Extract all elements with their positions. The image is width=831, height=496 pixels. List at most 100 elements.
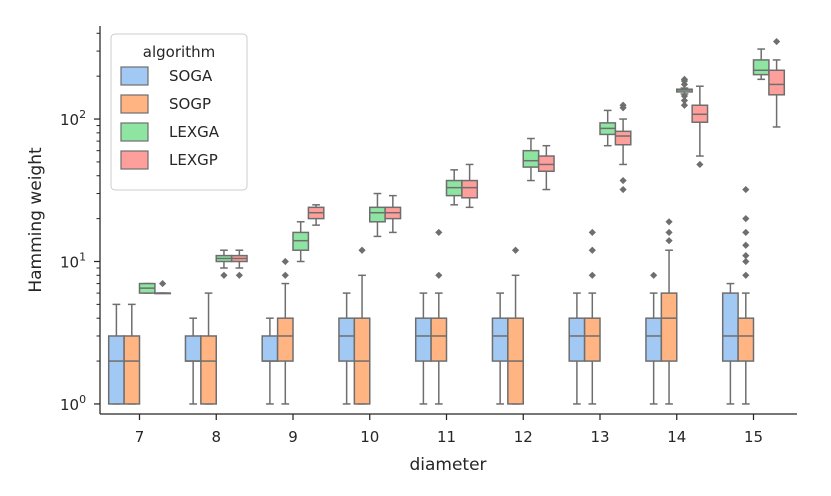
legend-label-soga: SOGA (169, 67, 213, 85)
box-lexgp-8 (230, 249, 248, 279)
outlier-point (773, 37, 781, 46)
box-iqr (645, 317, 663, 362)
x-tick-label: 11 (437, 428, 456, 446)
box-soga-15 (721, 282, 739, 405)
box-lexgp-7 (154, 279, 172, 295)
outlier-point (235, 271, 243, 279)
legend-label-lexgp: LEXGP (169, 151, 218, 169)
outlier-point (742, 215, 750, 223)
outlier-point (665, 237, 673, 245)
x-tick-label: 7 (135, 428, 145, 446)
box-lexga-13 (599, 109, 617, 147)
legend: algorithm SOGA SOGP LEXGA LEXGP (110, 33, 248, 191)
outlier-point (588, 228, 596, 237)
outlier-point (680, 92, 689, 100)
outlier-point (680, 96, 689, 105)
outlier-point (742, 185, 750, 194)
box-iqr (491, 317, 509, 362)
x-tick-label: 12 (514, 428, 533, 446)
box-sogp-14 (660, 218, 678, 405)
box-iqr (107, 335, 125, 405)
y-axis-label: Hamming weight (26, 147, 46, 293)
box-iqr (369, 206, 386, 223)
box-iqr (200, 335, 218, 405)
box-lexgp-11 (461, 163, 479, 209)
box-iqr (276, 317, 294, 362)
box-iqr (614, 130, 632, 146)
box-lexgp-15 (768, 37, 786, 128)
box-sogp-7 (123, 303, 141, 405)
series-lexga (138, 48, 770, 294)
box-lexga-10 (369, 192, 386, 238)
box-iqr (737, 317, 755, 362)
outlier-point (742, 271, 750, 279)
legend-swatch-sogp (120, 94, 149, 114)
outlier-point (619, 176, 627, 185)
box-sogp-8 (200, 292, 218, 405)
x-tick-label: 14 (667, 428, 686, 446)
outlier-point (281, 257, 289, 266)
box-iqr (184, 335, 202, 362)
y-tick-label: 102 (60, 108, 86, 129)
outlier-point (696, 160, 704, 169)
box-lexgp-10 (384, 194, 402, 234)
box-iqr (522, 149, 540, 168)
box-sogp-9 (276, 257, 294, 405)
box-sogp-12 (507, 246, 525, 405)
box-sogp-11 (430, 228, 448, 405)
x-tick-label: 10 (360, 428, 379, 446)
series-lexgp (154, 37, 786, 295)
legend-title: algorithm (143, 43, 215, 61)
box-iqr (583, 317, 601, 362)
box-lexgp-13 (614, 101, 632, 194)
x-axis-label: diameter (409, 455, 486, 475)
box-iqr (430, 317, 448, 362)
box-lexgp-12 (537, 144, 555, 191)
box-lexga-8 (215, 249, 233, 279)
box-iqr (261, 335, 279, 362)
box-sogp-13 (583, 228, 601, 405)
outlier-point (435, 228, 443, 237)
box-iqr (568, 317, 586, 362)
box-soga-12 (491, 292, 509, 405)
outlier-point (220, 271, 228, 279)
y-tick-label: 100 (60, 393, 86, 414)
legend-swatch-lexgp (120, 150, 149, 170)
box-iqr (768, 69, 786, 96)
series-sogp (123, 185, 755, 405)
box-lexga-12 (522, 137, 540, 182)
y-ticks: 100 101 102 (60, 32, 100, 414)
outlier-point (742, 252, 750, 260)
legend-swatch-soga (120, 66, 149, 86)
box-soga-7 (107, 303, 125, 405)
x-tick-label: 15 (744, 428, 763, 446)
legend-label-sogp: SOGP (169, 95, 211, 113)
y-tick-label: 101 (60, 250, 86, 271)
outlier-point (588, 271, 596, 279)
box-sogp-10 (353, 246, 371, 405)
box-lexga-7 (138, 282, 156, 294)
box-iqr (752, 59, 770, 76)
y-tick-exponent: 0 (79, 393, 86, 406)
outlier-point (665, 218, 673, 226)
outlier-point (588, 246, 596, 254)
box-iqr (414, 317, 432, 362)
box-soga-13 (568, 292, 586, 405)
box-lexga-15 (752, 48, 770, 81)
box-iqr (721, 292, 739, 362)
x-ticks: 7 8 9 10 11 12 13 14 15 (135, 414, 763, 446)
outlier-point (159, 279, 167, 288)
outlier-point (665, 228, 673, 237)
box-lexga-9 (292, 221, 310, 263)
box-lexgp-9 (307, 204, 325, 226)
box-lexga-11 (445, 169, 463, 206)
outlier-point (281, 271, 289, 279)
box-iqr (338, 317, 356, 362)
x-tick-label: 13 (590, 428, 609, 446)
box-soga-11 (414, 292, 432, 405)
outlier-point (680, 101, 689, 109)
y-tick-exponent: 1 (79, 250, 86, 263)
x-tick-label: 8 (211, 428, 221, 446)
box-iqr (660, 292, 678, 362)
